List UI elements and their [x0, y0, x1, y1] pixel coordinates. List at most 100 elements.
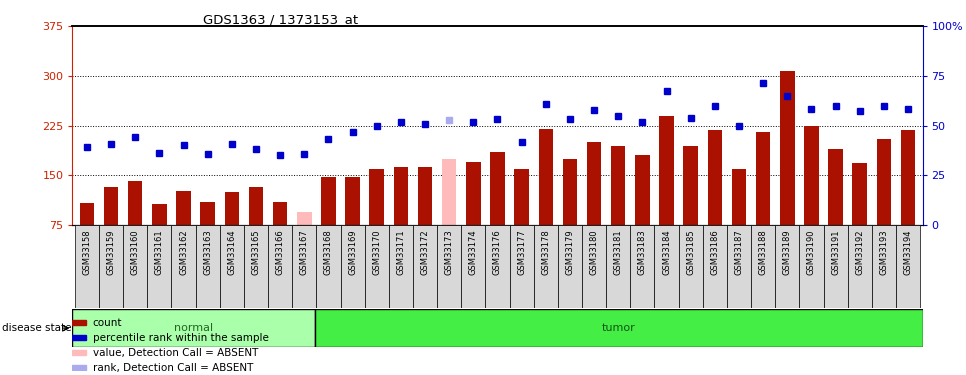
Text: GSM33173: GSM33173 [444, 229, 454, 275]
Text: GSM33170: GSM33170 [372, 229, 382, 275]
Bar [462, 225, 485, 308]
Bar [220, 225, 243, 308]
Bar [877, 139, 892, 225]
Bar [104, 187, 119, 225]
Text: GSM33189: GSM33189 [782, 229, 792, 275]
Bar [346, 177, 360, 225]
Bar [72, 320, 86, 325]
Bar [72, 309, 315, 347]
Bar [708, 130, 723, 225]
Text: GDS1363 / 1373153_at: GDS1363 / 1373153_at [203, 13, 358, 26]
Bar [80, 203, 95, 225]
Bar [702, 225, 726, 308]
Bar [684, 146, 698, 225]
Text: GSM33187: GSM33187 [734, 229, 744, 275]
Bar [660, 116, 674, 225]
Bar [225, 192, 240, 225]
Bar [781, 71, 795, 225]
Bar [317, 225, 341, 308]
Bar [800, 225, 823, 308]
Bar [201, 202, 215, 225]
Bar [369, 169, 384, 225]
Bar [510, 225, 534, 308]
Bar [413, 225, 437, 308]
Text: GSM33160: GSM33160 [130, 229, 140, 275]
Text: GSM33161: GSM33161 [155, 229, 164, 275]
Bar [394, 167, 409, 225]
Bar [655, 225, 678, 308]
Bar [485, 225, 510, 308]
Bar [631, 225, 655, 308]
Bar [341, 225, 365, 308]
Text: GSM33194: GSM33194 [903, 229, 913, 274]
Text: GSM33190: GSM33190 [807, 229, 816, 274]
Bar [321, 177, 336, 225]
Bar [727, 225, 752, 308]
Text: GSM33164: GSM33164 [227, 229, 237, 275]
Bar [147, 225, 172, 308]
Text: GSM33171: GSM33171 [396, 229, 406, 275]
Text: GSM33183: GSM33183 [638, 229, 647, 275]
Text: GSM33158: GSM33158 [82, 229, 92, 275]
Text: count: count [93, 318, 123, 328]
Text: GSM33185: GSM33185 [686, 229, 696, 275]
Bar [853, 164, 867, 225]
Bar [243, 225, 269, 308]
Bar [467, 162, 481, 225]
Bar [442, 159, 457, 225]
Bar [901, 130, 916, 225]
Text: disease state: disease state [2, 323, 71, 333]
Bar [775, 225, 799, 308]
Bar [249, 187, 263, 225]
Text: normal: normal [174, 323, 213, 333]
Bar [365, 225, 388, 308]
Text: GSM33167: GSM33167 [299, 229, 309, 275]
Bar [805, 126, 819, 225]
Bar [72, 335, 86, 340]
Bar [732, 169, 747, 225]
Bar [848, 225, 871, 308]
Bar [491, 152, 505, 225]
Text: GSM33159: GSM33159 [106, 229, 116, 274]
Text: percentile rank within the sample: percentile rank within the sample [93, 333, 269, 343]
Text: tumor: tumor [602, 323, 636, 333]
Bar [587, 142, 601, 225]
Bar [124, 225, 147, 308]
Text: GSM33188: GSM33188 [758, 229, 768, 275]
Bar [896, 225, 920, 308]
Text: GSM33166: GSM33166 [275, 229, 285, 275]
Bar [99, 225, 124, 308]
Bar [72, 365, 86, 370]
Text: GSM33174: GSM33174 [469, 229, 478, 275]
Bar [172, 225, 195, 308]
Text: GSM33165: GSM33165 [251, 229, 261, 275]
Bar [298, 212, 312, 225]
Text: GSM33180: GSM33180 [589, 229, 599, 275]
Bar [128, 181, 143, 225]
Bar [539, 129, 554, 225]
Text: GSM33178: GSM33178 [541, 229, 551, 275]
Bar [872, 225, 896, 308]
Text: GSM33193: GSM33193 [879, 229, 889, 275]
Text: GSM33169: GSM33169 [348, 229, 357, 275]
Text: GSM33162: GSM33162 [179, 229, 188, 275]
Bar [315, 309, 923, 347]
Bar [582, 225, 607, 308]
Bar [636, 155, 650, 225]
Bar [752, 225, 776, 308]
Text: GSM33176: GSM33176 [493, 229, 502, 275]
Text: GSM33192: GSM33192 [855, 229, 865, 274]
Text: GSM33168: GSM33168 [324, 229, 333, 275]
Bar [418, 167, 433, 225]
Bar [678, 225, 703, 308]
Bar [273, 202, 288, 225]
Text: rank, Detection Call = ABSENT: rank, Detection Call = ABSENT [93, 363, 253, 373]
Text: GSM33163: GSM33163 [203, 229, 213, 275]
Bar [611, 146, 626, 225]
Text: GSM33179: GSM33179 [565, 229, 575, 275]
Bar [195, 225, 220, 308]
Bar [388, 225, 413, 308]
Bar [563, 159, 578, 225]
Bar [177, 191, 191, 225]
Text: GSM33177: GSM33177 [517, 229, 526, 275]
